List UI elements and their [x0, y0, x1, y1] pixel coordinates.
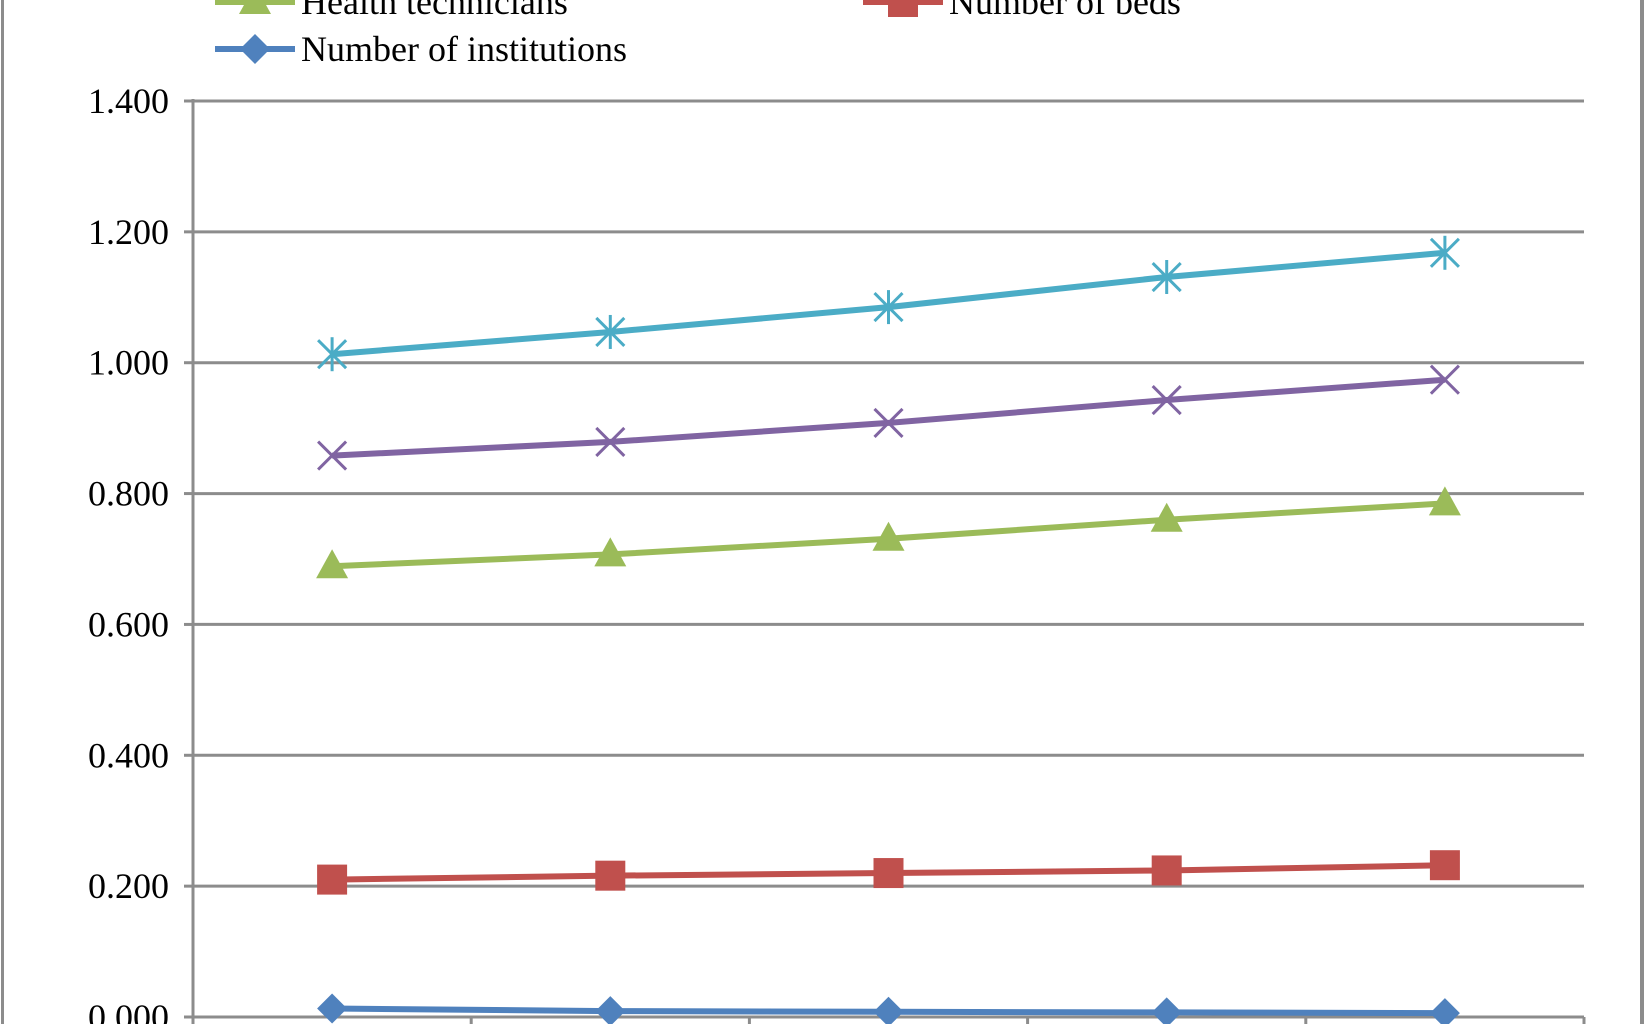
legend-marker: [240, 34, 270, 64]
data-point: [595, 314, 626, 349]
y-tick-label: 1.400: [88, 81, 169, 121]
data-point: [1151, 260, 1182, 295]
y-tick-label: 0.000: [88, 997, 169, 1024]
data-point: [316, 549, 349, 579]
series-line: [331, 376, 1446, 459]
y-tick-label: 0.400: [88, 735, 169, 775]
data-point: [1151, 855, 1182, 886]
data-point: [595, 996, 626, 1027]
legend-entry: Number of institutions: [215, 29, 627, 69]
chart-frame-right: [1640, 0, 1644, 1028]
data-point: [1429, 364, 1460, 395]
series-layer: [316, 235, 1461, 1029]
data-point: [872, 521, 905, 551]
data-point: [873, 290, 904, 325]
y-tick-label: 0.800: [88, 474, 169, 514]
series-4: [317, 993, 1460, 1029]
legend-entry: Number of beds: [863, 0, 1181, 22]
data-point: [1150, 502, 1183, 532]
legend-label: Health technicians: [301, 0, 568, 22]
data-point: [1429, 998, 1460, 1029]
data-point: [873, 858, 904, 889]
legend-label: Number of beds: [949, 0, 1181, 22]
data-point: [317, 993, 348, 1024]
data-point: [873, 996, 904, 1027]
data-point: [595, 426, 626, 457]
data-point: [1429, 235, 1460, 270]
series-1: [317, 364, 1460, 471]
data-point: [595, 860, 626, 891]
data-point: [594, 537, 627, 567]
y-tick-label: 1.000: [88, 343, 169, 383]
legend-entry: Health technicians: [215, 0, 568, 22]
chart-frame-left: [1, 0, 4, 1028]
data-point: [873, 407, 904, 438]
data-point: [317, 864, 348, 895]
legend-marker: [239, 0, 271, 14]
series-2: [316, 486, 1461, 579]
legend-label: Number of institutions: [301, 29, 627, 69]
data-point: [1429, 850, 1460, 881]
data-point: [317, 440, 348, 471]
data-point: [317, 337, 348, 372]
data-point: [1151, 384, 1182, 416]
y-tick-label: 0.600: [88, 604, 169, 644]
series-3: [317, 850, 1460, 895]
series-0: [317, 235, 1460, 372]
data-point: [1428, 486, 1461, 516]
legend-marker: [888, 0, 918, 17]
legend: Health technicians Number of beds Number o…: [215, 0, 1181, 69]
axes: 0.000 0.200 0.400 0.600 0.800 1.000 1.200 1.400: [88, 81, 1586, 1029]
y-tick-label: 1.200: [88, 212, 169, 252]
data-point: [1151, 997, 1182, 1028]
gridlines: [193, 99, 1584, 888]
y-tick-label: 0.200: [88, 866, 169, 906]
